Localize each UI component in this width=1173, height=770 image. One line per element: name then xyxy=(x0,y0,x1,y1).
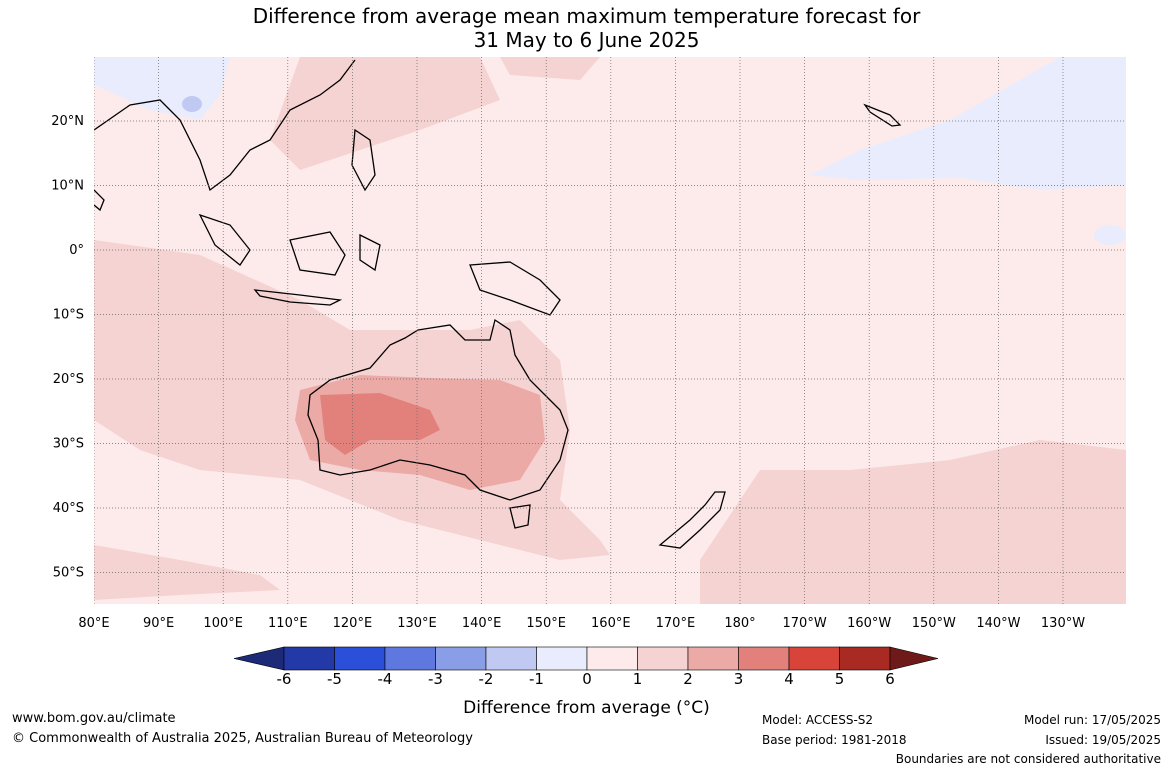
map-field xyxy=(94,57,1126,604)
colorbar-arrow-high xyxy=(889,646,939,671)
colorbar-tick-label: -6 xyxy=(276,670,292,688)
colorbar-segment xyxy=(384,646,436,671)
colorbar-tick-label: -2 xyxy=(478,670,494,688)
graticule xyxy=(94,57,1126,604)
latitude-label: 30°S xyxy=(53,437,84,452)
colorbar-segment xyxy=(738,646,790,671)
title-line-2: 31 May to 6 June 2025 xyxy=(473,28,700,52)
longitude-label: 160°W xyxy=(847,616,891,631)
longitude-label: 110°E xyxy=(268,616,308,631)
longitude-labels: 80°E 90°E 100°E 110°E 120°E 130°E 140°E 150°E 16… xyxy=(78,616,1085,631)
colorbar-tick-label: 4 xyxy=(784,670,794,688)
colorbar-tick-label: 5 xyxy=(834,670,845,688)
australia-coastline xyxy=(307,318,569,501)
anomaly-1-2-pacific xyxy=(500,57,600,80)
issued-date: Issued: 19/05/2025 xyxy=(1045,733,1161,747)
latitude-label: 10°S xyxy=(53,308,84,323)
colorbar-segment xyxy=(586,646,638,671)
colorbar-arrow-low xyxy=(233,646,285,671)
longitude-label: 100°E xyxy=(203,616,243,631)
sulawesi-coastline xyxy=(359,233,381,272)
colorbar-segment xyxy=(283,646,335,671)
colorbar-tick-label: 0 xyxy=(582,670,592,688)
copyright-notice: © Commonwealth of Australia 2025, Austra… xyxy=(12,731,473,746)
colorbar-tick-label: 1 xyxy=(632,670,643,688)
longitude-label: 130°E xyxy=(397,616,437,631)
longitude-label: 80°E xyxy=(78,616,109,631)
colorbar-segment xyxy=(687,646,739,671)
colorbar-tick-label: -4 xyxy=(377,670,393,688)
latitude-labels: 20°N 10°N 0° 10°S 20°S 30°S 40°S 50°S xyxy=(51,114,84,581)
map-title: Difference from average mean maximum tem… xyxy=(0,4,1173,52)
colorbar-tick-label: 3 xyxy=(733,670,744,688)
sumatra-coastline xyxy=(198,213,251,266)
longitude-label: 150°W xyxy=(912,616,956,631)
colorbar-segment xyxy=(839,646,891,671)
longitude-label: 150°E xyxy=(526,616,566,631)
colorbar-segment xyxy=(485,646,537,671)
boundary-disclaimer: Boundaries are not considered authoritat… xyxy=(895,752,1161,766)
new-zealand-coastline xyxy=(658,491,726,549)
model-run-date: Model run: 17/05/2025 xyxy=(1023,713,1161,727)
new-guinea-coastline xyxy=(469,261,561,316)
anomaly-cool-asia-core xyxy=(182,96,202,112)
latitude-label: 20°N xyxy=(51,114,84,129)
title-line-1: Difference from average mean maximum tem… xyxy=(252,4,921,28)
latitude-label: 20°S xyxy=(53,372,84,387)
colorbar-tick-label: -1 xyxy=(529,670,544,688)
colorbar-tick-label: -3 xyxy=(428,670,443,688)
colorbar-label: Difference from average (°C) xyxy=(463,698,710,718)
colorbar-segment xyxy=(334,646,386,671)
tasmania-coastline xyxy=(509,504,531,529)
base-period: Base period: 1981-2018 xyxy=(762,733,907,747)
colorbar-tick-label: 6 xyxy=(885,670,895,688)
latitude-label: 50°S xyxy=(53,566,84,581)
java-coastline xyxy=(253,289,343,306)
longitude-label: 160°E xyxy=(591,616,631,631)
anomaly-cool-equator xyxy=(1094,225,1126,245)
borneo-coastline xyxy=(289,231,346,276)
asia-coastline xyxy=(94,59,356,192)
colorbar-tick-label: 2 xyxy=(683,670,693,688)
longitude-label: 90°E xyxy=(143,616,174,631)
longitude-label: 170°W xyxy=(783,616,827,631)
website-link[interactable]: www.bom.gov.au/climate xyxy=(12,711,176,726)
colorbar-segment xyxy=(435,646,487,671)
longitude-label: 130°W xyxy=(1041,616,1085,631)
anomaly-1-2-north xyxy=(270,57,500,170)
colorbar-segment xyxy=(637,646,689,671)
colorbar xyxy=(233,646,939,671)
latitude-label: 10°N xyxy=(51,179,84,194)
colorbar-segment xyxy=(788,646,840,671)
latitude-label: 40°S xyxy=(53,501,84,516)
model-name: Model: ACCESS-S2 xyxy=(762,713,874,727)
anomaly-3-4-australia xyxy=(320,393,440,455)
anomaly-cool-north-pacific xyxy=(810,57,1126,190)
longitude-label: 140°E xyxy=(462,616,502,631)
longitude-label: 170°E xyxy=(656,616,696,631)
anomaly-1-2-southeast xyxy=(700,440,1126,604)
colorbar-tick-label: -5 xyxy=(327,670,342,688)
coastlines xyxy=(94,59,902,549)
india-coastline xyxy=(94,189,105,212)
hawaii-coastline xyxy=(863,103,902,127)
colorbar-segment xyxy=(536,646,588,671)
longitude-label: 180° xyxy=(724,616,755,631)
longitude-label: 120°E xyxy=(333,616,373,631)
longitude-label: 140°W xyxy=(976,616,1020,631)
latitude-label: 0° xyxy=(69,243,84,258)
